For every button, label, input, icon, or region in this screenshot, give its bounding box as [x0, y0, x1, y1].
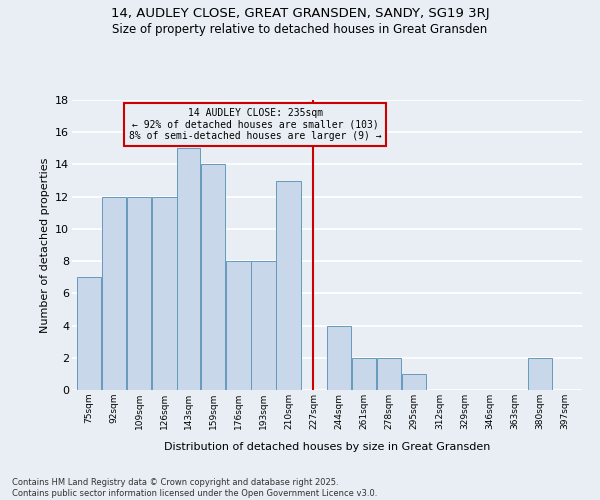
Bar: [377, 358, 401, 390]
Text: Contains HM Land Registry data © Crown copyright and database right 2025.
Contai: Contains HM Land Registry data © Crown c…: [12, 478, 377, 498]
Text: Distribution of detached houses by size in Great Gransden: Distribution of detached houses by size …: [164, 442, 490, 452]
Text: 14 AUDLEY CLOSE: 235sqm
← 92% of detached houses are smaller (103)
8% of semi-de: 14 AUDLEY CLOSE: 235sqm ← 92% of detache…: [129, 108, 382, 142]
Bar: [127, 196, 151, 390]
Bar: [352, 358, 376, 390]
Bar: [77, 277, 101, 390]
Bar: [277, 180, 301, 390]
Y-axis label: Number of detached properties: Number of detached properties: [40, 158, 50, 332]
Bar: [152, 196, 176, 390]
Text: Size of property relative to detached houses in Great Gransden: Size of property relative to detached ho…: [112, 22, 488, 36]
Bar: [102, 196, 127, 390]
Bar: [201, 164, 226, 390]
Bar: [527, 358, 552, 390]
Text: 14, AUDLEY CLOSE, GREAT GRANSDEN, SANDY, SG19 3RJ: 14, AUDLEY CLOSE, GREAT GRANSDEN, SANDY,…: [110, 8, 490, 20]
Bar: [251, 261, 275, 390]
Bar: [326, 326, 351, 390]
Bar: [178, 148, 200, 390]
Bar: [226, 261, 251, 390]
Bar: [402, 374, 427, 390]
